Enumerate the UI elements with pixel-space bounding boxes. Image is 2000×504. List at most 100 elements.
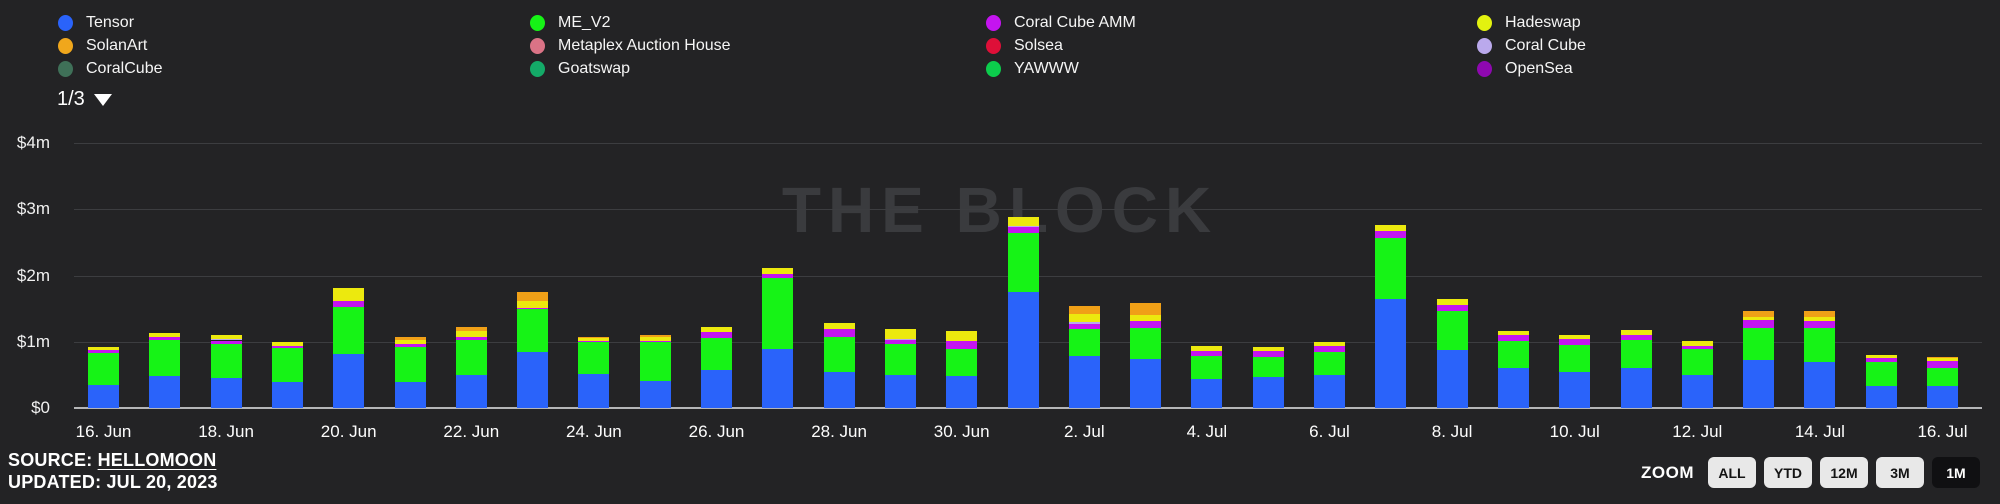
bar-segment-coral-cube-amm[interactable] — [1314, 345, 1345, 352]
bar-segment-hadeswap[interactable] — [1436, 299, 1468, 305]
legend-pager[interactable]: 1/3 — [57, 88, 112, 111]
bar-segment-hadeswap[interactable] — [1804, 316, 1836, 321]
bar-segment-coral-cube-amm[interactable] — [1927, 361, 1958, 368]
bar-segment-tensor[interactable] — [578, 373, 610, 408]
bar-segment-me-v2[interactable] — [1865, 362, 1897, 386]
legend-item-goatswap[interactable]: Goatswap — [530, 61, 731, 77]
bar-segment-coral-cube-amm[interactable] — [1436, 304, 1468, 312]
bar-segment-me-v2[interactable] — [1497, 341, 1529, 369]
bar-segment-solanart[interactable] — [1068, 306, 1100, 314]
bar-segment-coral-cube-amm[interactable] — [517, 308, 549, 310]
bar-segment-me-v2[interactable] — [1191, 356, 1223, 379]
bar-segment-hadeswap[interactable] — [1068, 314, 1100, 322]
bar-segment-tensor[interactable] — [1620, 368, 1652, 408]
bar-segment-coral-cube-amm[interactable] — [1804, 320, 1836, 328]
bar-segment-coral-cube-amm[interactable] — [1191, 350, 1223, 357]
bar-segment-coral-cube-amm[interactable] — [1068, 323, 1100, 330]
bar-segment-tensor[interactable] — [884, 374, 916, 408]
bar-segment-coral-cube-amm[interactable] — [762, 274, 794, 279]
bar-segment-me-v2[interactable] — [1804, 327, 1836, 363]
bar-segment-hadeswap[interactable] — [578, 337, 610, 341]
bar-segment-tensor[interactable] — [1927, 386, 1958, 408]
bar-segment-me-v2[interactable] — [210, 343, 242, 379]
legend-item-metaplex-auction-house[interactable]: Metaplex Auction House — [530, 38, 731, 54]
bar-segment-tensor[interactable] — [1130, 359, 1162, 408]
bar-segment-solanart[interactable] — [394, 337, 426, 340]
bar-segment-coral-cube-amm[interactable] — [639, 341, 671, 343]
bar-segment-tensor[interactable] — [1252, 376, 1284, 408]
bar-segment-me-v2[interactable] — [1559, 345, 1591, 372]
bar-segment-solanart[interactable] — [455, 326, 487, 332]
bar-segment-coral-cube-amm[interactable] — [149, 336, 181, 340]
bar-segment-hadeswap[interactable] — [1314, 341, 1345, 346]
legend-item-solsea[interactable]: Solsea — [986, 38, 1136, 54]
bar-segment-coral-cube[interactable] — [1068, 321, 1100, 324]
bar-segment-solanart[interactable] — [578, 336, 610, 338]
bar-segment-me-v2[interactable] — [823, 336, 855, 372]
zoom-button-all[interactable]: ALL — [1708, 457, 1756, 488]
bar-segment-solanart[interactable] — [1927, 357, 1958, 359]
legend-item-coral-cube[interactable]: Coral Cube — [1477, 38, 1586, 54]
bar-segment-coral-cube-amm[interactable] — [1497, 334, 1529, 342]
bar-segment-coral-cube-amm[interactable] — [1681, 345, 1713, 350]
bar-segment-me-v2[interactable] — [1314, 351, 1345, 375]
bar-segment-tensor[interactable] — [1314, 374, 1345, 408]
zoom-button-1m[interactable]: 1M — [1932, 457, 1980, 488]
bar-segment-coral-cube-amm[interactable] — [701, 331, 732, 338]
bar-segment-tensor[interactable] — [1375, 298, 1407, 408]
bar-segment-hadeswap[interactable] — [1681, 341, 1713, 346]
bar-segment-tensor[interactable] — [1436, 349, 1468, 408]
bar-segment-hadeswap[interactable] — [333, 287, 365, 302]
bar-segment-tensor[interactable] — [701, 369, 732, 408]
bar-segment-hadeswap[interactable] — [394, 339, 426, 344]
bar-segment-me-v2[interactable] — [394, 347, 426, 382]
bar-segment-coral-cube[interactable] — [210, 338, 242, 341]
bar-segment-coral-cube-amm[interactable] — [578, 340, 610, 343]
zoom-button-3m[interactable]: 3M — [1876, 457, 1924, 488]
bar-segment-coral-cube-amm[interactable] — [455, 337, 487, 341]
bar-segment-me-v2[interactable] — [639, 342, 671, 381]
bar-segment-me-v2[interactable] — [1375, 237, 1407, 299]
bar-segment-hadeswap[interactable] — [701, 326, 732, 332]
bar-segment-me-v2[interactable] — [1130, 327, 1162, 360]
bar-segment-tensor[interactable] — [639, 380, 671, 408]
bar-segment-coral-cube-amm[interactable] — [1559, 338, 1591, 346]
bar-segment-me-v2[interactable] — [1252, 357, 1284, 377]
bar-segment-me-v2[interactable] — [1007, 232, 1039, 293]
bar-segment-coral-cube-amm[interactable] — [884, 339, 916, 344]
bar-segment-tensor[interactable] — [271, 381, 303, 408]
bar-segment-tensor[interactable] — [333, 353, 365, 408]
bar-segment-coral-cube-amm[interactable] — [210, 340, 242, 344]
bar-segment-me-v2[interactable] — [1436, 311, 1468, 350]
bar-segment-solanart[interactable] — [517, 292, 549, 302]
legend-item-me-v2[interactable]: ME_V2 — [530, 15, 731, 31]
bar-segment-me-v2[interactable] — [1681, 349, 1713, 375]
bar-segment-me-v2[interactable] — [271, 348, 303, 382]
bar-segment-coral-cube-amm[interactable] — [1620, 334, 1652, 340]
bar-segment-hadeswap[interactable] — [1620, 330, 1652, 335]
bar-segment-coral-cube-amm[interactable] — [88, 350, 119, 354]
bar-segment-tensor[interactable] — [1865, 385, 1897, 408]
bar-segment-hadeswap[interactable] — [639, 336, 671, 342]
bar-segment-me-v2[interactable] — [946, 349, 978, 377]
bar-segment-tensor[interactable] — [149, 376, 181, 408]
bar-segment-hadeswap[interactable] — [210, 334, 242, 339]
bar-segment-hadeswap[interactable] — [88, 347, 119, 351]
source-link[interactable]: HELLOMOON — [97, 450, 217, 470]
bar-segment-coral-cube-amm[interactable] — [1007, 227, 1039, 233]
bar-segment-coral-cube-amm[interactable] — [333, 301, 365, 308]
bar-segment-hadeswap[interactable] — [884, 328, 916, 339]
bar-segment-solanart[interactable] — [639, 335, 671, 337]
bar-segment-coral-cube-amm[interactable] — [271, 346, 303, 349]
bar-segment-hadeswap[interactable] — [455, 331, 487, 338]
bar-segment-hadeswap[interactable] — [823, 322, 855, 329]
bar-segment-me-v2[interactable] — [762, 278, 794, 350]
bar-segment-tensor[interactable] — [210, 378, 242, 408]
bar-segment-coral-cube-amm[interactable] — [394, 343, 426, 348]
bar-segment-tensor[interactable] — [455, 374, 487, 408]
zoom-button-ytd[interactable]: YTD — [1764, 457, 1812, 488]
bar-segment-tensor[interactable] — [88, 384, 119, 408]
bar-segment-tensor[interactable] — [823, 371, 855, 408]
bar-segment-tensor[interactable] — [1804, 362, 1836, 408]
bar-segment-hadeswap[interactable] — [762, 268, 794, 275]
